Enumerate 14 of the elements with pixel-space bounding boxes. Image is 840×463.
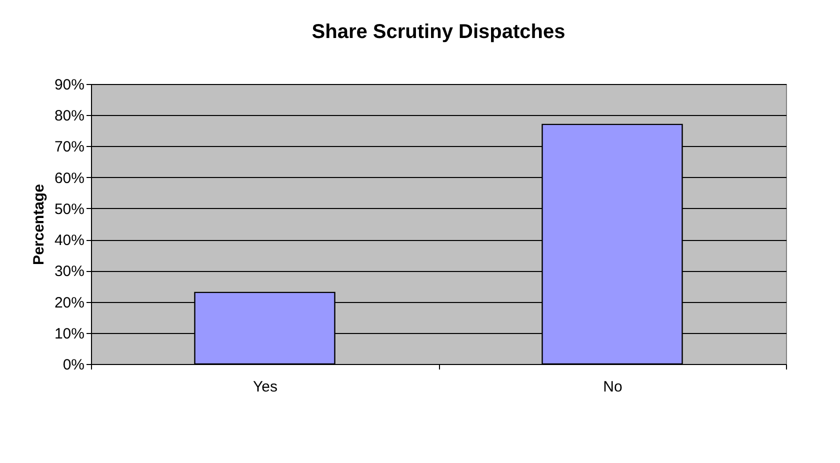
y-tick-label: 0% (62, 356, 84, 374)
y-tick-label: 10% (54, 325, 84, 342)
y-tick-label: 40% (54, 232, 84, 250)
x-tick-label: Yes (253, 378, 278, 396)
y-tick-label: 30% (54, 263, 84, 280)
y-axis-title: Percentage (30, 184, 48, 265)
x-tick-label: No (603, 378, 622, 396)
chart-title: Share Scrutiny Dispatches (312, 21, 566, 43)
y-tick-label: 20% (54, 294, 84, 312)
y-tick-label: 70% (54, 138, 84, 156)
y-tick-label: 90% (54, 76, 84, 94)
y-tick-label: 80% (54, 108, 84, 125)
y-tick-label: 60% (54, 170, 84, 187)
y-tick-label: 50% (54, 200, 84, 218)
